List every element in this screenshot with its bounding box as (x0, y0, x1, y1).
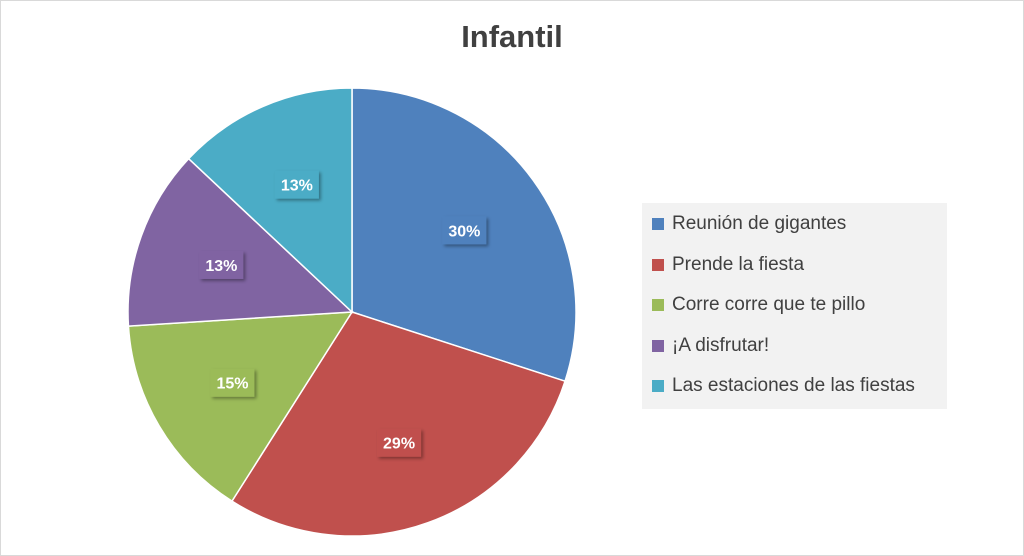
data-label-box (199, 250, 244, 279)
data-label-text: 30% (448, 223, 480, 240)
legend-item-a-disfrutar: ¡A disfrutar! (652, 333, 769, 359)
data-label: 15% (210, 368, 255, 397)
data-label-box (274, 170, 319, 199)
legend-label: ¡A disfrutar! (672, 335, 770, 356)
slice-a-disfrutar (127, 157, 354, 327)
slice-prende-la-fiesta (230, 311, 566, 537)
data-label: 29% (377, 428, 422, 457)
legend-swatch (652, 218, 664, 230)
data-label-text: 13% (281, 178, 313, 195)
slice-corre-corre-que-te-pillo (127, 311, 354, 503)
data-label-text: 29% (383, 436, 415, 453)
legend-item-prende-la-fiesta: Prende la fiesta (652, 252, 804, 278)
data-label-text: 13% (205, 258, 237, 275)
data-label-text: 15% (216, 376, 248, 393)
data-label-box (210, 368, 255, 397)
data-label: 30% (442, 216, 487, 245)
legend-swatch (652, 380, 664, 392)
data-label: 13% (274, 170, 319, 199)
legend-item-reunion-de-gigantes: Reunión de gigantes (652, 211, 846, 237)
data-label-box (442, 216, 487, 245)
chart-title: Infantil (461, 19, 563, 54)
legend-swatch (652, 259, 664, 271)
legend-label: Reunión de gigantes (672, 213, 847, 234)
data-label: 13% (199, 250, 244, 279)
legend-swatch (652, 299, 664, 311)
legend-item-las-estaciones-de-las-fiestas: Las estaciones de las fiestas (652, 373, 915, 399)
data-label-box (377, 428, 422, 457)
legend-label: Corre corre que te pillo (672, 294, 866, 315)
legend-label: Las estaciones de las fiestas (672, 375, 915, 396)
slice-las-estaciones-de-las-fiestas (187, 87, 353, 314)
legend-label: Prende la fiesta (672, 254, 805, 275)
legend-swatch (652, 340, 664, 352)
legend: Reunión de gigantes Prende la fiesta Cor… (642, 203, 947, 409)
legend-item-corre-corre-que-te-pillo: Corre corre que te pillo (652, 292, 865, 318)
